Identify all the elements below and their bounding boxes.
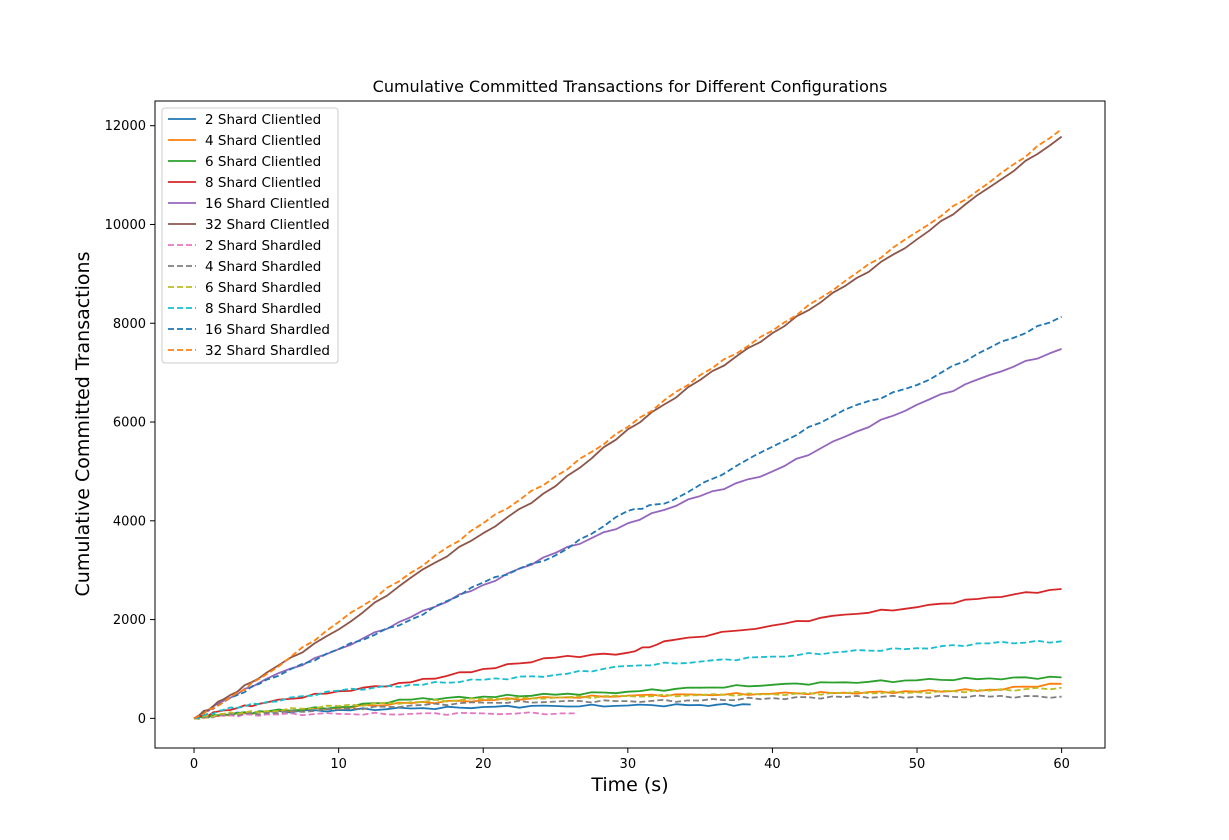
y-tick-label: 0 [138,712,146,727]
series-line-8-shard-clientled [193,588,1062,720]
legend-label: 16 Shard Shardled [205,322,330,338]
series-line-16-shard-shardled [193,315,1062,720]
legend-label: 2 Shard Shardled [205,238,321,254]
series-line-2-shard-shardled [193,711,578,720]
series-line-16-shard-clientled [193,348,1062,720]
legend-label: 8 Shard Shardled [205,301,321,317]
legend: 2 Shard Clientled 4 Shard Clientled 6 Shar… [161,107,339,364]
x-tick-label: 10 [330,757,347,772]
series-line-32-shard-clientled [193,135,1063,720]
legend-label: 32 Shard Shardled [205,343,330,359]
series-lines [193,128,1063,720]
x-tick-label: 30 [620,757,637,772]
y-tick-label: 2000 [113,613,146,628]
series-line-4-shard-shardled [193,694,1062,720]
x-tick-label: 50 [909,757,926,772]
series-line-32-shard-shardled [193,128,1063,720]
x-tick-label: 40 [764,757,781,772]
x-tick-label: 20 [475,757,492,772]
legend-label: 32 Shard Clientled [205,217,330,233]
legend-label: 16 Shard Clientled [205,196,330,212]
y-axis-label: Cumulative Committed Transactions [72,252,94,597]
series-line-6-shard-clientled [193,675,1062,720]
chart-title: Cumulative Committed Transactions for Di… [373,77,888,96]
legend-label: 2 Shard Clientled [205,112,321,128]
y-tick-label: 10000 [105,218,146,233]
legend-label: 4 Shard Shardled [205,259,321,275]
series-line-6-shard-shardled [193,686,1062,720]
x-axis-label: Time (s) [590,774,668,796]
y-tick-label: 8000 [113,317,146,332]
legend-label: 6 Shard Shardled [205,280,321,296]
legend-label: 4 Shard Clientled [205,133,321,149]
legend-label: 6 Shard Clientled [205,154,321,170]
legend-label: 8 Shard Clientled [205,175,321,191]
plot-area [154,100,1106,749]
x-tick-label: 60 [1053,757,1070,772]
series-line-8-shard-shardled [193,639,1062,720]
y-tick-label: 12000 [105,119,146,134]
y-tick-label: 6000 [113,416,146,431]
x-tick-label: 0 [190,757,198,772]
y-axis: 0 2000 4000 6000 8000 10000 12000 [105,119,155,727]
plot-frame [154,100,1106,749]
y-tick-label: 4000 [113,514,146,529]
legend-box [161,107,339,364]
x-axis: 0 10 20 30 40 50 60 [190,748,1070,772]
